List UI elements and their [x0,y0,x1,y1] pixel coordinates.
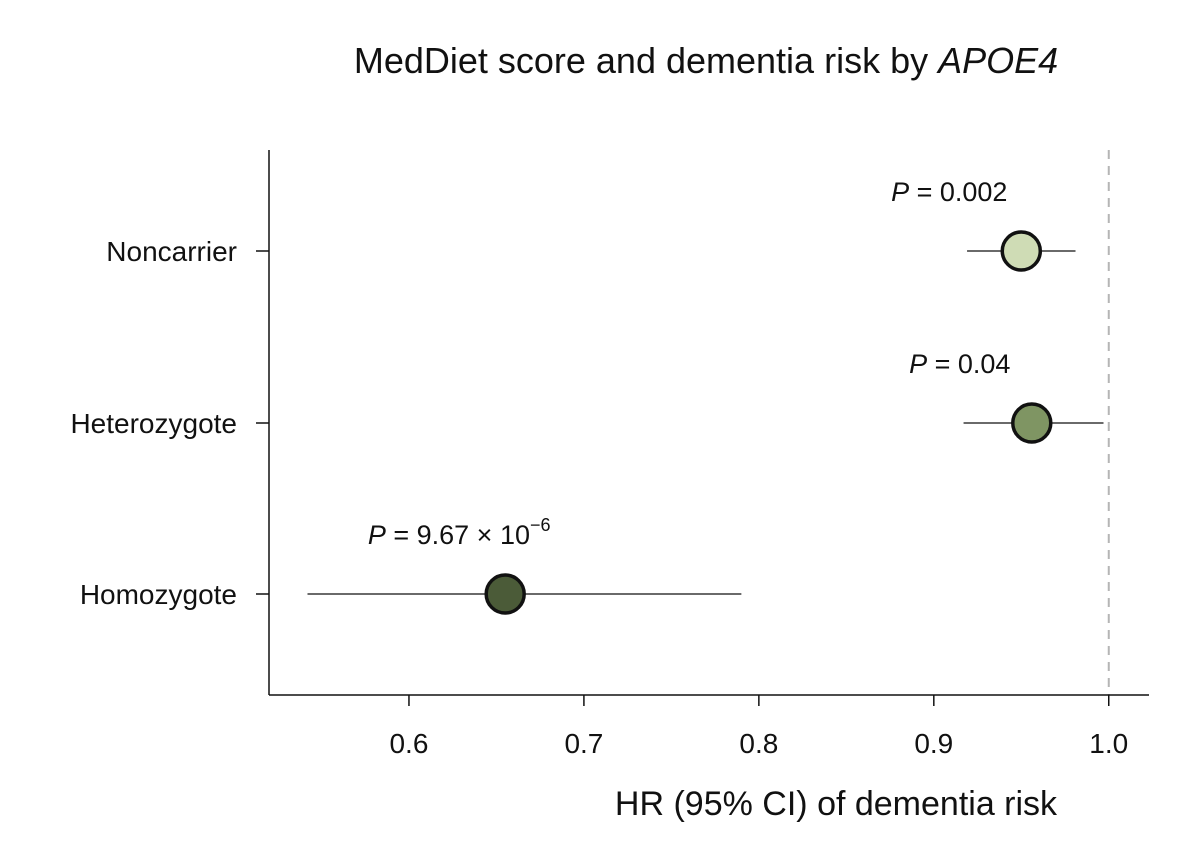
chart-title-text: MedDiet score and dementia risk by [353,40,939,81]
x-tick-label: 0.9 [914,728,953,759]
category-label: Heterozygote [70,408,237,439]
chart-title-gene: APOE4 [938,40,1059,81]
category-label: Noncarrier [106,236,237,267]
hr-point [484,573,526,615]
x-tick-label: 1.0 [1089,728,1128,759]
category-label: Homozygote [80,579,237,610]
x-tick-label: 0.7 [564,728,603,759]
x-tick-label: 0.6 [389,728,428,759]
x-tick-label: 0.8 [739,728,778,759]
hr-point [1000,230,1043,272]
chart-title: MedDiet score and dementia risk by APOE4 [0,40,1200,82]
p-value-label: P = 0.002 [891,177,1007,207]
x-axis-label: HR (95% CI) of dementia risk [615,785,1058,823]
p-value-label: P = 0.04 [909,349,1010,379]
p-value-label: P = 9.67 × 10−6 [368,515,551,550]
hr-point [1011,402,1053,444]
